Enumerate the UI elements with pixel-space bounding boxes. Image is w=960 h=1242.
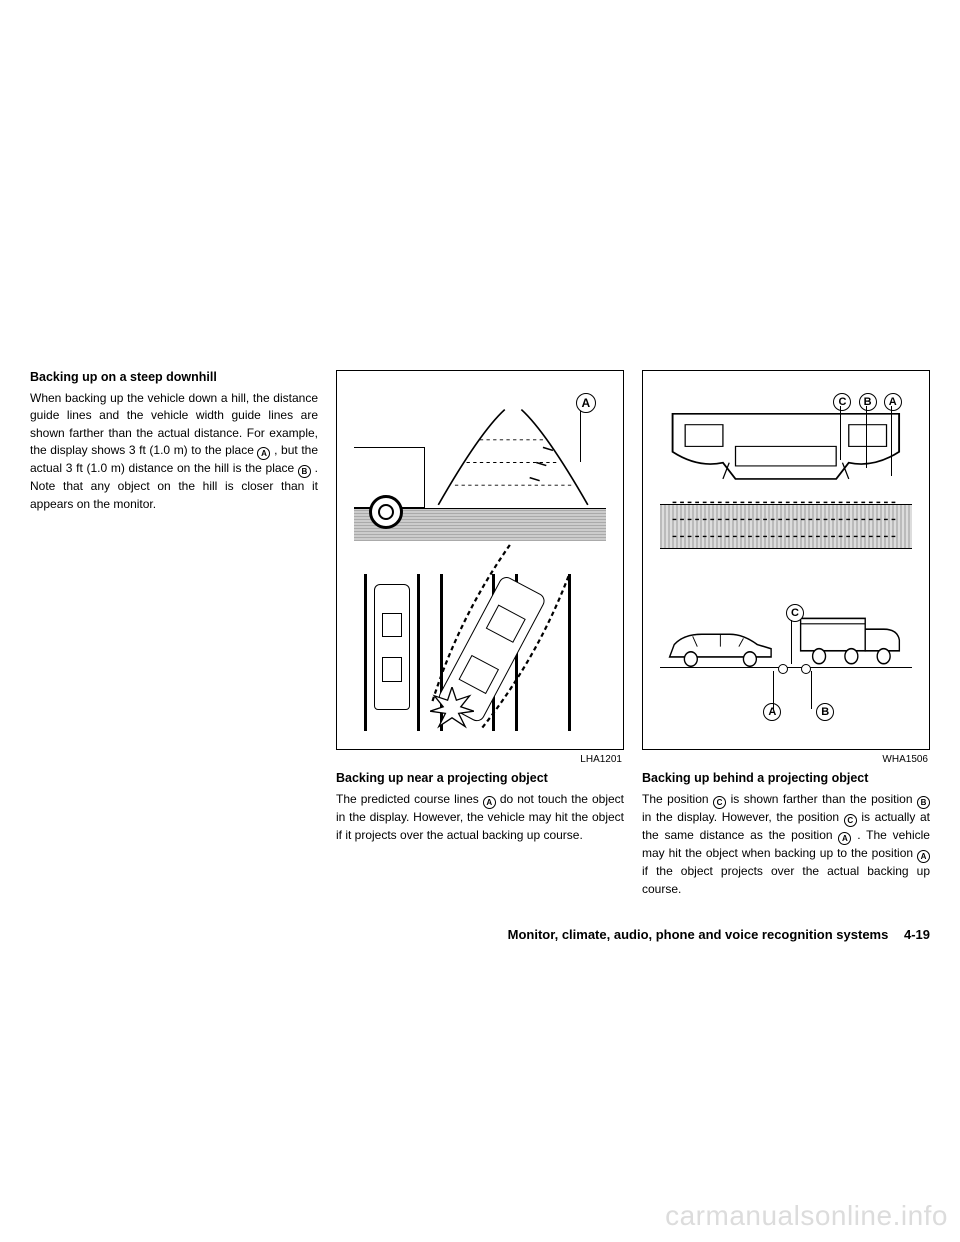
col1-heading: Backing up on a steep downhill: [30, 370, 318, 384]
fig1-bottom-panel: [354, 560, 606, 734]
fig2-bottom-panel: C A B: [660, 575, 912, 734]
page-number: 4-19: [904, 927, 930, 942]
col3-heading: Backing up behind a projecting object: [642, 771, 930, 785]
col2-heading: Backing up near a projecting object: [336, 771, 624, 785]
figure-wha1506: C B A: [642, 370, 930, 750]
figure-lha1201: A: [336, 370, 624, 750]
leader-line: [891, 406, 892, 476]
fig2-bottom-label-b-icon: B: [816, 703, 834, 721]
col2-text-1: The predicted course lines: [336, 792, 483, 806]
leader-line: [791, 620, 792, 664]
fig1-guide-lines: [430, 402, 596, 508]
footer-title: Monitor, climate, audio, phone and voice…: [508, 927, 889, 942]
col3-text-1: The position: [642, 792, 713, 806]
three-column-layout: Backing up on a steep downhill When back…: [30, 370, 930, 898]
circled-a-icon: A: [917, 850, 930, 863]
col3-text-6: if the object projects over the actual b…: [642, 864, 930, 895]
col2-body: The predicted course lines A do not touc…: [336, 791, 624, 844]
circled-c-icon: C: [713, 796, 726, 809]
impact-star-icon: [430, 687, 474, 731]
fig2-bottom-label-c-icon: C: [786, 604, 804, 622]
figure-code: WHA1506: [642, 754, 930, 765]
leader-line: [811, 671, 812, 709]
leader-line: [866, 406, 867, 468]
fig1-top-panel: A: [354, 390, 606, 541]
circled-b-icon: B: [917, 796, 930, 809]
circled-a-icon: A: [838, 832, 851, 845]
fig2-bottom-label-a-icon: A: [763, 703, 781, 721]
circled-a-icon: A: [483, 796, 496, 809]
figure-code: LHA1201: [336, 754, 624, 765]
circled-c-icon: C: [844, 814, 857, 827]
watermark-text: carmanualsonline.info: [665, 1200, 948, 1232]
position-marker-a: [778, 664, 788, 674]
fig1-label-a-icon: A: [576, 393, 596, 413]
fig2-top-label-a-icon: A: [884, 393, 902, 411]
fig2-top-panel: C B A: [660, 390, 912, 549]
column-right: C B A: [642, 370, 930, 898]
leader-line: [773, 671, 774, 709]
circled-b-icon: B: [298, 465, 311, 478]
truck-bumper-rear-icon: [660, 403, 912, 490]
sedan-side-icon: [665, 626, 776, 667]
fig2-top-label-b-icon: B: [859, 393, 877, 411]
column-middle: A: [336, 370, 624, 898]
col3-body: The position C is shown farther than the…: [642, 791, 930, 898]
circled-a-icon: A: [257, 447, 270, 460]
col1-body: When backing up the vehicle down a hill,…: [30, 390, 318, 513]
truck-side-icon: [796, 613, 907, 667]
manual-page: Backing up on a steep downhill When back…: [0, 0, 960, 1242]
column-left: Backing up on a steep downhill When back…: [30, 370, 318, 898]
position-marker-b: [801, 664, 811, 674]
fig2-distance-lines: [660, 491, 912, 548]
car-topview-icon: [374, 584, 409, 709]
col3-text-3: in the display. However, the position: [642, 810, 844, 824]
page-footer: Monitor, climate, audio, phone and voice…: [30, 927, 930, 942]
col3-text-2: is shown farther than the position: [731, 792, 917, 806]
leader-line: [840, 406, 841, 460]
